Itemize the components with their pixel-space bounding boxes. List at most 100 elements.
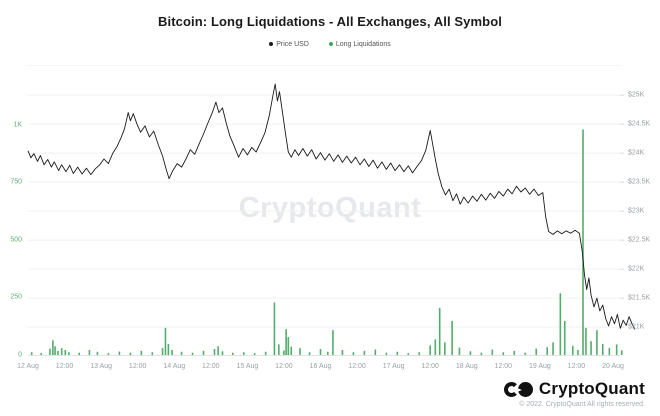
- liquidation-bar: [54, 346, 56, 355]
- y-left-tick-label: 0: [18, 351, 22, 359]
- plot-area[interactable]: CryptoQuant 0 250 500 750 1K $21K $21.5K $22K $…: [0, 0, 660, 380]
- y-right-tick-label: $23.5K: [628, 178, 651, 186]
- liquidation-bar: [49, 348, 51, 355]
- liquidation-bar: [231, 352, 234, 355]
- liquidation-bar: [363, 350, 366, 355]
- liquidation-bar: [590, 341, 592, 355]
- legend-label-liquidations: Long Liquidations: [335, 41, 391, 48]
- liquidation-bar: [319, 349, 322, 355]
- liquidation-bar: [64, 349, 67, 355]
- liquidation-bar: [164, 327, 167, 355]
- liquidation-bar: [40, 353, 42, 355]
- liquidation-bar: [418, 352, 421, 355]
- liquidation-bar: [434, 339, 437, 355]
- x-axis-tick-label: 13 Aug: [90, 363, 113, 370]
- x-axis-tick-label: 14 Aug: [163, 363, 186, 370]
- price-series-dot-icon: [269, 41, 274, 46]
- liquidation-bar: [502, 352, 505, 355]
- liquidation-bar: [327, 351, 329, 355]
- liquidation-bar: [78, 352, 80, 355]
- legend-label-price: Price USD: [276, 41, 309, 48]
- y-right-tick-label: $23K: [628, 207, 645, 215]
- liquidation-bar: [601, 343, 604, 355]
- y-right-tick-label: $22.5K: [628, 236, 651, 244]
- liquidation-bar: [129, 352, 132, 355]
- y-right-tick-label: $24.5K: [628, 120, 651, 128]
- liquidation-bar: [217, 346, 219, 355]
- liquidation-bar: [283, 350, 285, 355]
- liquidation-bar: [620, 350, 623, 355]
- liquidation-bar: [374, 349, 377, 355]
- liquidation-bar: [458, 347, 461, 355]
- liquidation-bar: [167, 343, 170, 355]
- y-right-tick-label: $25K: [628, 91, 645, 99]
- liquidation-bar: [352, 352, 355, 355]
- chart-title: Bitcoin: Long Liquidations - All Exchang…: [158, 14, 502, 29]
- liquidation-bar: [52, 340, 54, 355]
- x-axis-tick-label: 12:00: [202, 363, 220, 370]
- liquidation-bar: [596, 330, 598, 355]
- liquidation-bar: [191, 352, 194, 355]
- liquidation-bar: [96, 351, 99, 355]
- x-axis-tick-label: 12:00: [421, 363, 439, 370]
- liquidation-bar: [30, 352, 33, 355]
- x-axis-tick-label: 17 Aug: [382, 363, 405, 370]
- liquidation-bar: [577, 349, 579, 355]
- price-line: [27, 83, 636, 330]
- x-axis-tick-label: 12:00: [55, 363, 74, 370]
- watermark: CryptoQuant: [238, 192, 422, 224]
- liquidation-bar: [118, 351, 121, 355]
- x-axis-tick-label: 12:00: [494, 363, 513, 370]
- legend-item-price[interactable]: Price USD: [269, 41, 309, 48]
- y-left-tick-label: 750: [10, 178, 22, 186]
- brand-row: CryptoQuant: [503, 379, 645, 399]
- liquidation-bar: [535, 348, 538, 355]
- x-axis-tick-label: 12:00: [275, 363, 293, 370]
- x-axis-tick-label: 19 Aug: [528, 363, 551, 370]
- liquidation-bar: [582, 129, 584, 355]
- liquidation-bar: [107, 353, 110, 355]
- liquidation-bar: [242, 352, 245, 355]
- liquidation-bar: [264, 351, 267, 355]
- x-axis-tick-label: 16 Aug: [309, 363, 332, 370]
- x-axis-tick-label: 12:00: [128, 363, 147, 370]
- liquidation-bar: [396, 351, 399, 355]
- liquidation-bar: [451, 320, 453, 355]
- liquidation-bar: [571, 345, 574, 355]
- liquidation-bar: [161, 348, 164, 355]
- liquidation-bar: [140, 350, 143, 355]
- liquidation-bar: [491, 349, 494, 355]
- liquidation-bar: [308, 352, 311, 355]
- liquidation-bar: [546, 347, 548, 355]
- liquidation-bar: [480, 352, 483, 355]
- legend-item-liquidations[interactable]: Long Liquidations: [328, 41, 391, 48]
- liquidation-bar: [278, 344, 280, 355]
- y-left-tick-label: 500: [10, 236, 22, 244]
- chart-legend: Price USD Long Liquidations: [0, 41, 660, 48]
- liquidation-bar: [285, 329, 287, 355]
- y-right-tick-label: $21K: [628, 323, 645, 331]
- chart-canvas: [27, 83, 636, 356]
- liquidation-bar: [290, 346, 293, 355]
- liquidation-bar: [407, 353, 410, 355]
- liquidation-bar: [552, 342, 554, 355]
- liquidation-bar: [444, 342, 446, 355]
- x-axis-tick-label: 12:00: [348, 363, 366, 370]
- y-left-tick-label: 250: [10, 293, 22, 301]
- x-axis-tick-label: 12 Aug: [17, 363, 39, 370]
- copyright-text: © 2022. CryptoQuant All rights reserved.: [519, 401, 645, 408]
- liquidation-bar: [429, 345, 431, 355]
- liquidation-bar: [615, 344, 618, 355]
- cryptoquant-logo-icon: [503, 381, 534, 398]
- liquidation-bar: [213, 349, 216, 355]
- y-right-tick-label: $22K: [628, 265, 645, 273]
- liquidation-bar: [151, 352, 154, 355]
- liquidation-bar: [253, 353, 256, 355]
- liquidation-bar: [438, 307, 441, 355]
- y-left-tick-label: 1K: [13, 121, 22, 129]
- liquidation-bar: [585, 327, 587, 355]
- x-axis-tick-label: 20 Aug: [602, 363, 624, 370]
- plot-top-border: [28, 65, 620, 66]
- liquidation-bar: [341, 349, 344, 355]
